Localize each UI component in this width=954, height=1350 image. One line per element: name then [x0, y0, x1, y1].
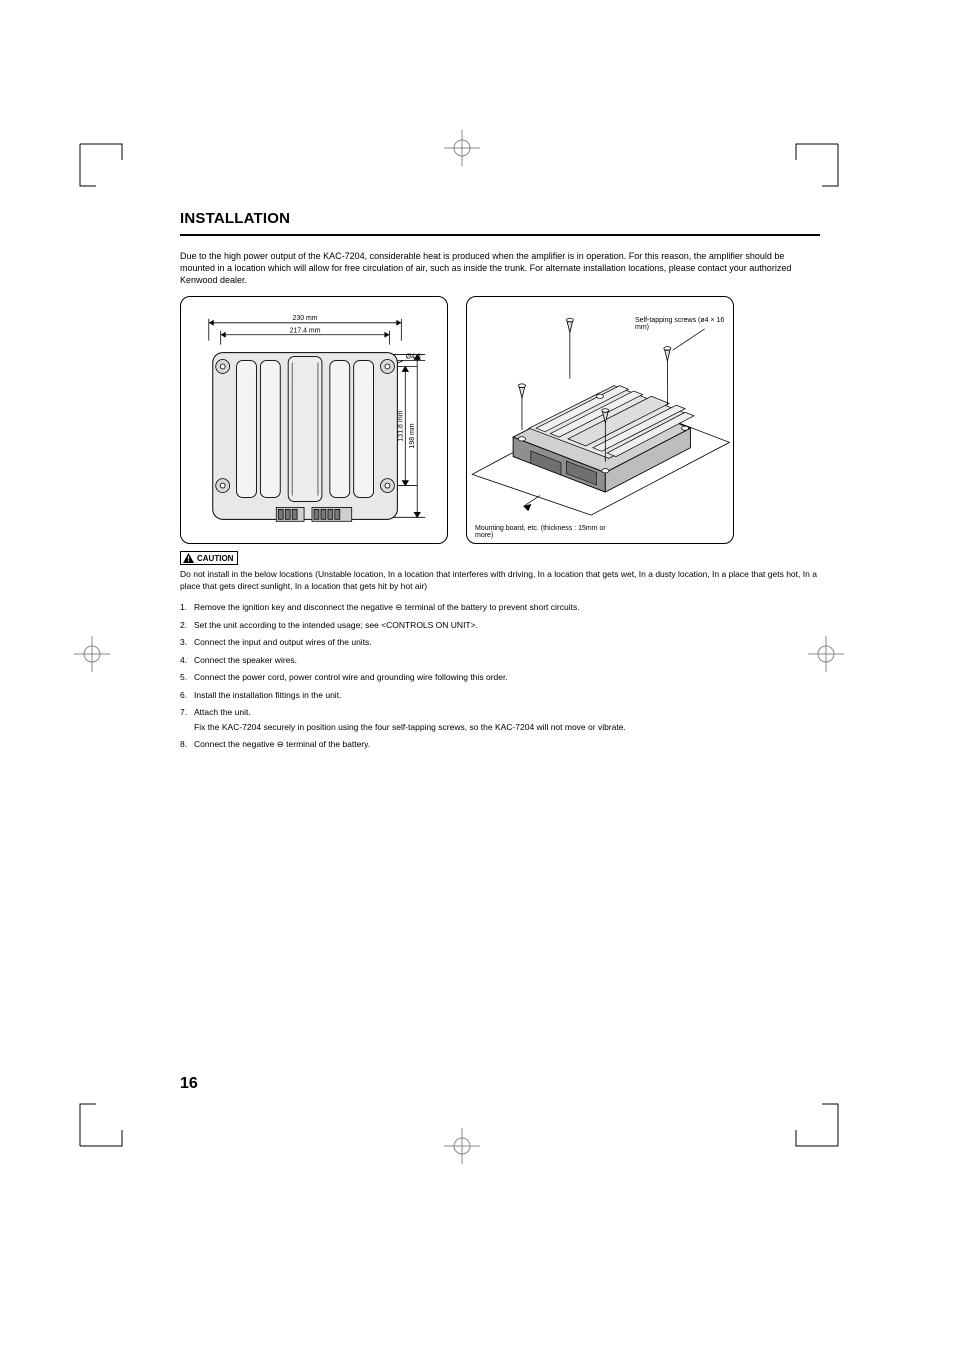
figures-row: 230 mm 217.4 mm 131.8 mm 198 mm — [180, 296, 820, 544]
dim-inner-height: 131.8 mm — [397, 411, 404, 442]
label-board: Mounting board, etc. (thickness : 15mm o… — [475, 525, 625, 539]
page-title: INSTALLATION — [180, 210, 290, 227]
step-item: 1.Remove the ignition key and disconnect… — [180, 602, 820, 613]
step-item: 6.Install the installation fittings in t… — [180, 690, 820, 701]
title-row: INSTALLATION — [180, 210, 820, 228]
lead-paragraph: Due to the high power output of the KAC-… — [180, 250, 820, 286]
page-content: INSTALLATION Due to the high power outpu… — [180, 210, 820, 757]
caution-text: Do not install in the below locations (U… — [180, 569, 820, 592]
install-steps: 1.Remove the ignition key and disconnect… — [180, 602, 820, 750]
step-item: 8.Connect the negative ⊖ terminal of the… — [180, 739, 820, 750]
registration-top — [442, 128, 482, 173]
crop-mark-tl — [78, 142, 138, 202]
step-item: 4.Connect the speaker wires. — [180, 655, 820, 666]
registration-left — [72, 634, 112, 679]
step-item: 5.Connect the power cord, power control … — [180, 672, 820, 683]
step-item: 3.Connect the input and output wires of … — [180, 637, 820, 648]
crop-mark-br — [780, 1088, 840, 1148]
dim-hole: Ø4.6 — [406, 354, 421, 361]
crop-mark-bl — [78, 1088, 138, 1148]
dim-outer-height: 198 mm — [409, 424, 416, 449]
dim-outer-width: 230 mm — [293, 315, 318, 322]
step-item: 7.Attach the unit.Fix the KAC-7204 secur… — [180, 707, 820, 733]
caution-badge: CAUTION — [180, 551, 238, 565]
registration-bottom — [442, 1126, 482, 1171]
page-number: 16 — [180, 1075, 198, 1093]
step-item: 2.Set the unit according to the intended… — [180, 620, 820, 631]
title-rule — [180, 234, 820, 236]
warning-icon — [183, 553, 194, 563]
figure-mounting: Self-tapping screws (ø4 × 16 mm) Mountin… — [466, 296, 734, 544]
crop-mark-tr — [780, 142, 840, 202]
label-screws: Self-tapping screws (ø4 × 16 mm) — [635, 317, 725, 331]
caution-label: CAUTION — [197, 554, 233, 563]
step-sub: Fix the KAC-7204 securely in position us… — [194, 722, 820, 733]
dim-inner-width: 217.4 mm — [290, 328, 321, 335]
figure-dimensions: 230 mm 217.4 mm 131.8 mm 198 mm — [180, 296, 448, 544]
